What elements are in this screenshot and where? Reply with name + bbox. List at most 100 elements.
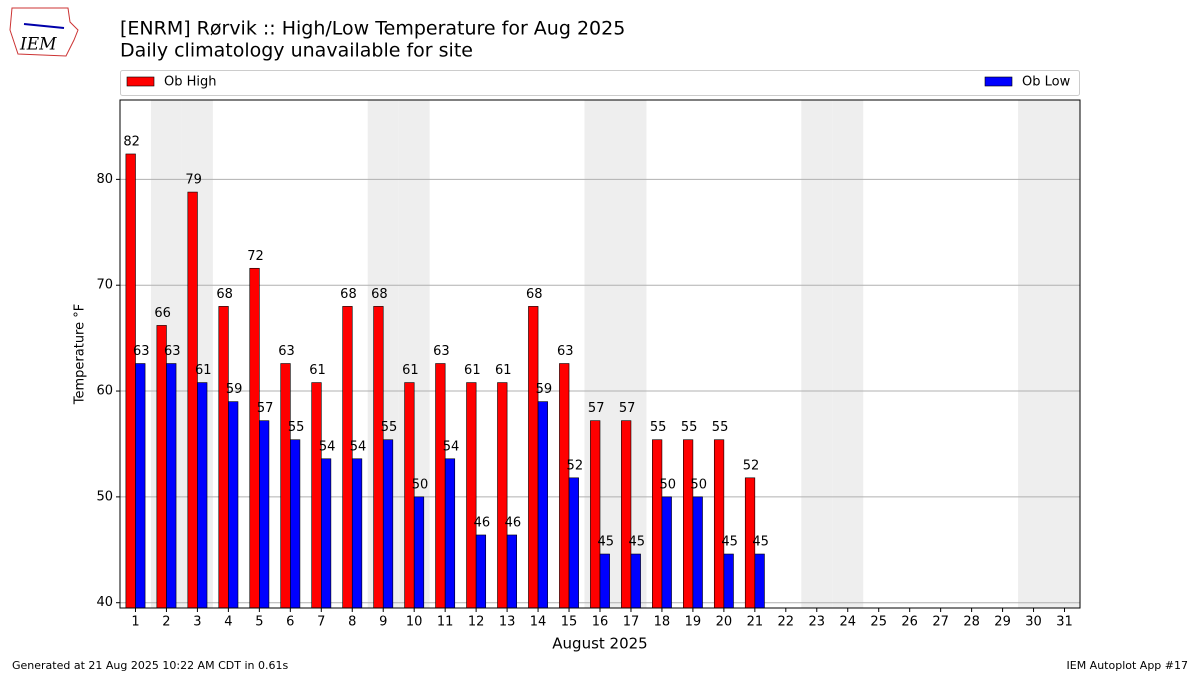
bar [156, 325, 167, 609]
value-label: 63 [557, 344, 574, 359]
bar [351, 458, 363, 609]
bar [413, 496, 425, 609]
x-tick-label: 23 [809, 615, 826, 630]
weekend-shade [801, 100, 833, 608]
bar [683, 439, 694, 609]
value-label: 55 [650, 420, 667, 435]
x-tick-label: 26 [901, 615, 918, 630]
value-label: 54 [319, 439, 336, 454]
value-label: 57 [257, 401, 274, 416]
y-tick-label: 40 [96, 595, 113, 610]
value-label: 46 [505, 515, 522, 530]
y-tick-label: 80 [96, 172, 113, 187]
chart-title: [ENRM] Rørvik :: High/Low Temperature fo… [120, 18, 625, 40]
bar [466, 382, 477, 609]
bar [290, 439, 301, 609]
value-label: 61 [495, 363, 512, 378]
value-label: 82 [123, 134, 140, 149]
x-axis-label: August 2025 [552, 635, 647, 653]
value-label: 72 [247, 249, 264, 264]
bar [723, 553, 734, 609]
value-label: 68 [340, 287, 357, 302]
value-label: 45 [752, 535, 769, 550]
bar [537, 401, 548, 609]
logo: IEM [9, 7, 79, 57]
footer-left: Generated at 21 Aug 2025 10:22 AM CDT in… [12, 659, 288, 672]
value-label: 50 [690, 477, 707, 492]
weekend-shade [1049, 100, 1080, 608]
bar [652, 439, 663, 609]
bar [197, 382, 208, 609]
x-tick-label: 16 [592, 615, 609, 630]
value-label: 61 [195, 363, 212, 378]
x-tick-label: 22 [778, 615, 795, 630]
value-label: 45 [721, 535, 738, 550]
logo-line [23, 23, 65, 29]
weekend-shade [832, 100, 864, 608]
x-tick-label: 9 [379, 615, 387, 630]
bar [435, 363, 446, 609]
bar [754, 553, 765, 609]
x-tick-label: 19 [685, 615, 702, 630]
value-label: 61 [464, 363, 481, 378]
x-tick-label: 8 [348, 615, 356, 630]
value-label: 63 [433, 344, 450, 359]
bar [166, 363, 177, 609]
bar [320, 458, 332, 609]
value-label: 50 [659, 477, 676, 492]
value-label: 55 [712, 420, 729, 435]
bar [497, 382, 508, 609]
value-label: 63 [164, 344, 181, 359]
x-tick-label: 2 [162, 615, 170, 630]
y-axis-label: Temperature °F [73, 304, 88, 405]
x-tick-label: 7 [317, 615, 325, 630]
value-label: 57 [588, 401, 605, 416]
logo-text: IEM [19, 35, 57, 55]
legend-label: Ob High [164, 75, 217, 90]
x-tick-label: 17 [623, 615, 640, 630]
value-label: 55 [381, 420, 398, 435]
x-tick-label: 30 [1025, 615, 1042, 630]
value-label: 59 [536, 382, 553, 397]
x-tick-label: 24 [839, 615, 856, 630]
x-tick-label: 3 [193, 615, 201, 630]
x-tick-label: 27 [932, 615, 949, 630]
weekend-shade [1018, 100, 1050, 608]
value-label: 54 [443, 439, 460, 454]
value-label: 55 [288, 420, 305, 435]
legend-swatch [984, 76, 1013, 87]
value-label: 63 [133, 344, 150, 359]
bar [259, 420, 270, 609]
bar [444, 458, 456, 609]
bar [373, 306, 384, 609]
value-label: 52 [743, 458, 760, 473]
value-label: 61 [309, 363, 326, 378]
x-tick-label: 21 [747, 615, 764, 630]
y-tick-label: 70 [96, 278, 113, 293]
value-label: 59 [226, 382, 243, 397]
bar [218, 306, 229, 609]
bar [713, 439, 725, 609]
bar [621, 420, 632, 609]
value-label: 68 [371, 287, 388, 302]
bar [228, 401, 239, 609]
value-label: 66 [154, 306, 171, 321]
plot-frame [119, 99, 1081, 609]
logo-outline [9, 7, 79, 57]
x-tick-label: 15 [561, 615, 578, 630]
bar [475, 534, 487, 609]
bar [342, 306, 353, 609]
y-tick-label: 50 [96, 489, 113, 504]
bar [311, 382, 322, 609]
footer-right: IEM Autoplot App #17 [1067, 659, 1189, 672]
bar [506, 534, 517, 609]
x-tick-label: 13 [499, 615, 516, 630]
bar [559, 363, 570, 609]
x-tick-label: 28 [963, 615, 980, 630]
value-label: 50 [412, 477, 429, 492]
x-tick-label: 29 [994, 615, 1011, 630]
value-label: 63 [278, 344, 295, 359]
value-label: 55 [681, 420, 698, 435]
x-tick-label: 4 [224, 615, 232, 630]
